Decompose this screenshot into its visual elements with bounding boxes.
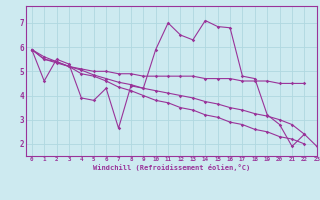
X-axis label: Windchill (Refroidissement éolien,°C): Windchill (Refroidissement éolien,°C) <box>92 164 250 171</box>
